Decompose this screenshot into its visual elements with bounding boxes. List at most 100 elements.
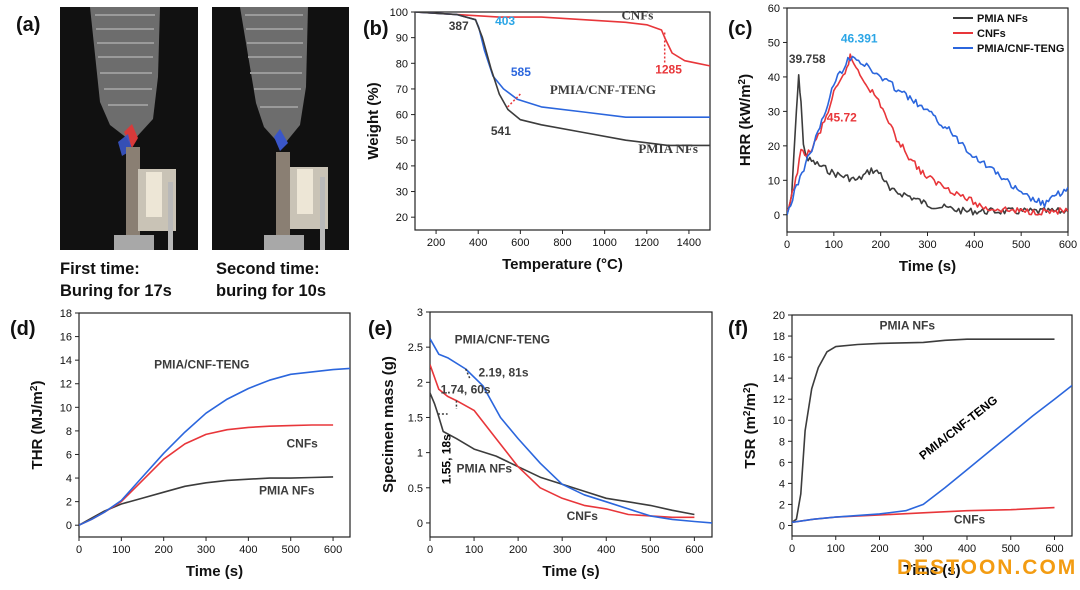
series-line-cnfs	[792, 506, 1055, 524]
x-tick-label: 300	[553, 544, 571, 556]
y-tick-label: 60	[396, 110, 408, 122]
y-tick-label: 16	[773, 352, 785, 364]
annotation-b: 585	[511, 65, 531, 79]
x-tick-label: 200	[870, 543, 888, 555]
y-tick-label: 100	[390, 7, 408, 19]
x-tick-label: 0	[427, 544, 433, 556]
y-tick-label: 70	[396, 84, 408, 96]
x-tick-label: 400	[469, 237, 487, 249]
x-tick-label: 100	[827, 543, 845, 555]
x-tick-label: 600	[1045, 543, 1063, 555]
annotation-f: PMIA NFs	[880, 319, 936, 333]
series-line-pmia-cnf-teng	[430, 338, 712, 524]
y-tick-label: 0	[774, 210, 780, 222]
panel-e-label: (e)	[368, 318, 392, 340]
y-tick-label: 18	[773, 331, 785, 343]
plot-frame	[791, 314, 1073, 537]
x-tick-label: 300	[914, 543, 932, 555]
x-tick-label: 100	[112, 544, 130, 556]
x-tick-label: 300	[197, 544, 215, 556]
y-tick-label: 0	[779, 520, 785, 532]
legend-label: PMIA NFs	[977, 13, 1028, 25]
x-axis-label: Time (s)	[899, 258, 956, 275]
x-tick-label: 200	[155, 544, 173, 556]
y-tick-label: 8	[66, 426, 72, 438]
y-tick-label: 4	[66, 473, 72, 485]
y-tick-label: 0	[417, 518, 423, 530]
annotation-e: PMIA/CNF-TENG	[455, 333, 550, 347]
x-tick-label: 800	[553, 237, 571, 249]
watermark: DESTOON.COM	[897, 556, 1078, 579]
y-tick-label: 6	[779, 457, 785, 469]
caption-line: buring for 10s	[216, 282, 327, 300]
chart-b-tga: 200 400 600 800 1000 1200 1400 20 30 40 50 60 70 80 90…	[363, 7, 711, 273]
y-tick-label: 10	[60, 402, 72, 414]
annotation-e: 1.74, 60s	[441, 383, 491, 397]
y-axis-label: HRR (kW/m2)	[737, 74, 755, 166]
x-axis-label: Temperature (°C)	[502, 256, 623, 273]
y-tick-label: 2.5	[408, 342, 423, 354]
annotation-c: 46.391	[841, 31, 878, 45]
x-tick-label: 500	[282, 544, 300, 556]
x-tick-label: 1200	[635, 237, 659, 249]
annotation-d: CNFs	[286, 436, 318, 450]
annotation-marker	[465, 368, 471, 379]
y-axis-label: TSR (m2/m2)	[742, 382, 760, 468]
panel-c-label: (c)	[728, 18, 752, 40]
y-tick-label: 14	[60, 355, 72, 367]
legend-label: CNFs	[977, 28, 1006, 40]
y-tick-label: 2	[417, 377, 423, 389]
x-tick-label: 500	[1002, 543, 1020, 555]
y-tick-label: 2	[66, 497, 72, 509]
y-axis-label-part: )	[742, 382, 759, 387]
x-tick-label: 600	[1059, 239, 1077, 251]
chart-f-tsr: 0 100 200 300 400 500 600 0 2 4 6 8 10 12 14 16 18 20 Time…	[728, 310, 1073, 579]
y-tick-label: 1.5	[408, 412, 423, 424]
y-tick-label: 40	[768, 72, 780, 84]
y-tick-label: 30	[396, 187, 408, 199]
y-tick-label: 0	[66, 520, 72, 532]
x-tick-label: 400	[958, 543, 976, 555]
y-tick-label: 40	[396, 161, 408, 173]
x-tick-label: 400	[965, 239, 983, 251]
panel-d-label: (d)	[10, 318, 36, 340]
y-axis-label: Weight (%)	[365, 82, 382, 159]
annotation-b: 387	[449, 19, 469, 33]
x-tick-label: 300	[918, 239, 936, 251]
y-axis-label-sup: 2	[742, 387, 753, 393]
y-tick-label: 10	[773, 415, 785, 427]
annotation-f: CNFs	[954, 512, 986, 526]
chart-c-hrr: 0 100 200 300 400 500 600 0 10 20 30 40 50 60 Time (s)…	[728, 3, 1077, 275]
y-axis-label-sup: 2	[737, 78, 748, 84]
burn-photo-illustration	[212, 7, 349, 250]
x-tick-label: 1000	[592, 237, 616, 249]
x-tick-label: 400	[597, 544, 615, 556]
y-tick-label: 18	[60, 308, 72, 320]
caption-line: First time:	[60, 260, 140, 278]
x-axis-label: Time (s)	[903, 562, 960, 579]
series-line-cnfs	[787, 53, 1068, 216]
y-axis-label: THR (MJ/m2)	[29, 381, 47, 470]
plot-frame	[429, 311, 713, 538]
y-tick-label: 80	[396, 58, 408, 70]
annotation-b: PMIA NFs	[638, 141, 698, 156]
annotation-c: 45.72	[827, 111, 857, 125]
y-tick-label: 10	[768, 175, 780, 187]
x-tick-label: 1400	[677, 237, 701, 249]
series-line-pmia-nfs	[415, 12, 710, 147]
annotation-b: PMIA/CNF-TENG	[550, 82, 656, 97]
y-tick-label: 60	[768, 3, 780, 15]
y-tick-label: 3	[417, 307, 423, 319]
chart-d-thr: 0 100 200 300 400 500 600 0 2 4 6 8 10 12 14 16 18 Time (…	[10, 308, 351, 580]
x-tick-label: 200	[427, 237, 445, 249]
series-line-cnfs	[415, 12, 710, 67]
y-tick-label: 1	[417, 448, 423, 460]
caption-line: Second time:	[216, 260, 320, 278]
y-tick-label: 30	[768, 106, 780, 118]
x-axis-label: Time (s)	[542, 563, 599, 580]
x-tick-label: 0	[76, 544, 82, 556]
panel-a-label: (a)	[16, 14, 40, 36]
x-tick-label: 400	[239, 544, 257, 556]
photo-first-burn	[60, 7, 198, 250]
x-tick-label: 0	[784, 239, 790, 251]
